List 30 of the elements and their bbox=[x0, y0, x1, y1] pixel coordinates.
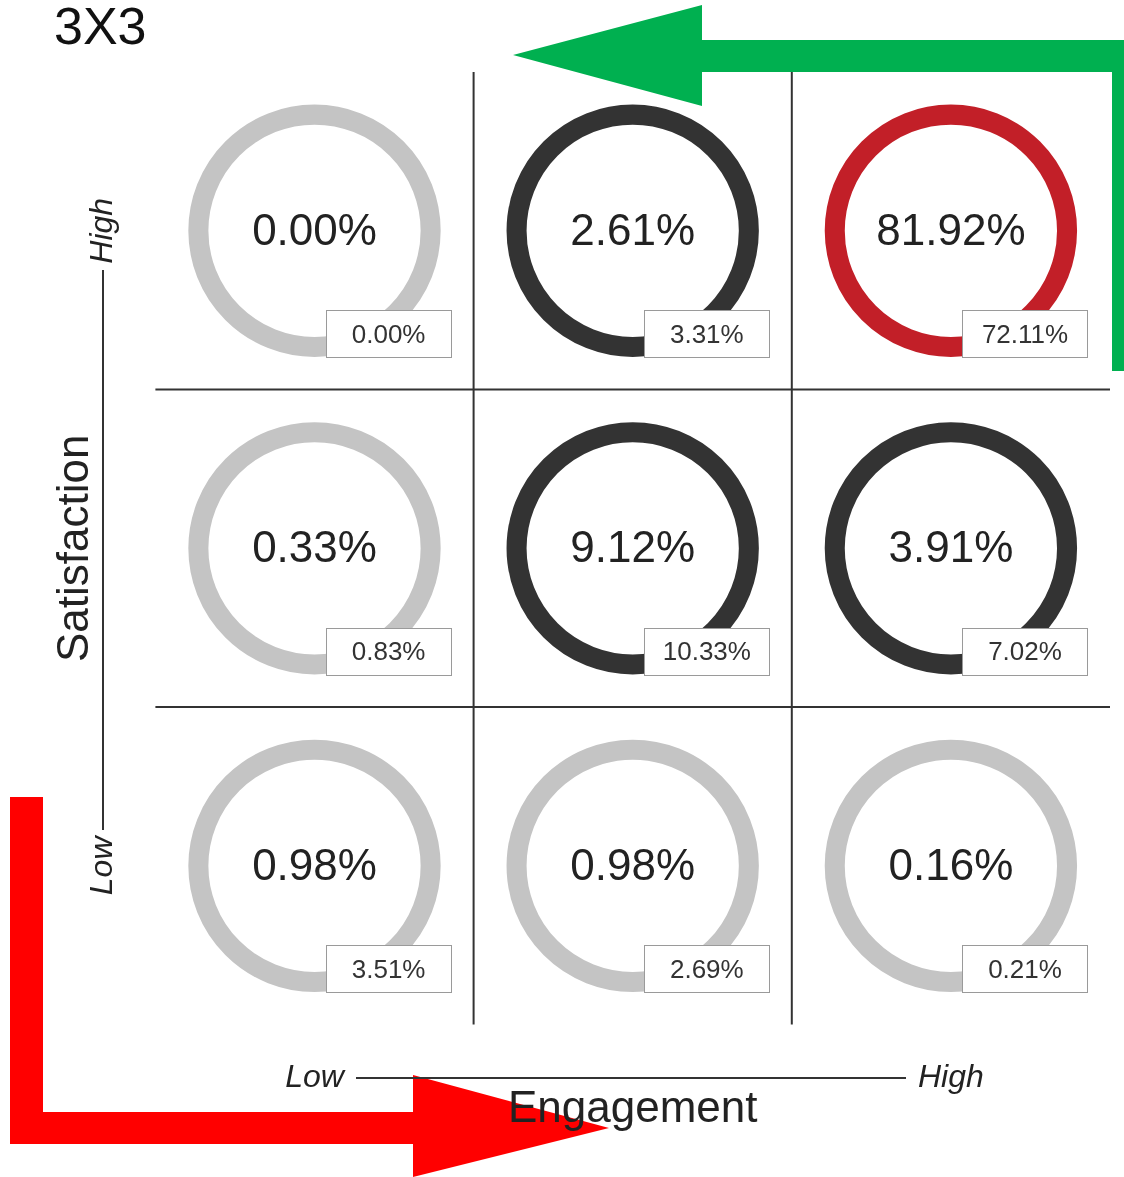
annotation: 3.51% bbox=[351, 953, 426, 985]
data-label: 0.16% bbox=[888, 839, 1014, 889]
data-label: 0.33% bbox=[252, 522, 377, 572]
label-box: 10.33% bbox=[643, 627, 770, 676]
label-box: 72.11% bbox=[962, 310, 1089, 359]
data-label: 0.98% bbox=[252, 839, 377, 889]
annotation: 72.11% bbox=[981, 318, 1069, 350]
annotation: 0.21% bbox=[988, 953, 1062, 985]
x-axis-title: Engagement bbox=[507, 1082, 758, 1132]
annotation: 0.00% bbox=[351, 318, 426, 350]
annotation: 3.31% bbox=[669, 318, 744, 350]
data-label: 0.00% bbox=[252, 204, 377, 254]
data-label: 81.92% bbox=[876, 204, 1026, 254]
y-axis-title: Satisfaction bbox=[48, 434, 98, 663]
label-box: 0.00% bbox=[325, 310, 452, 359]
label-box: 3.31% bbox=[643, 310, 770, 359]
label-box: 0.83% bbox=[325, 627, 452, 676]
chart-title: 3X3 bbox=[54, 0, 147, 56]
annotation: 7.02% bbox=[988, 636, 1062, 668]
data-label: 3.91% bbox=[888, 522, 1014, 572]
label-box: 7.02% bbox=[962, 627, 1089, 676]
annotation: 2.69% bbox=[669, 953, 744, 985]
label-box: 0.21% bbox=[962, 945, 1089, 994]
data-label: 0.98% bbox=[570, 839, 696, 889]
label-box: 3.51% bbox=[325, 945, 452, 994]
data-label: 9.12% bbox=[570, 522, 696, 572]
data-label: 2.61% bbox=[570, 204, 696, 254]
annotation: 10.33% bbox=[662, 636, 751, 668]
label-box: 2.69% bbox=[643, 945, 770, 994]
annotation: 0.83% bbox=[351, 636, 426, 668]
